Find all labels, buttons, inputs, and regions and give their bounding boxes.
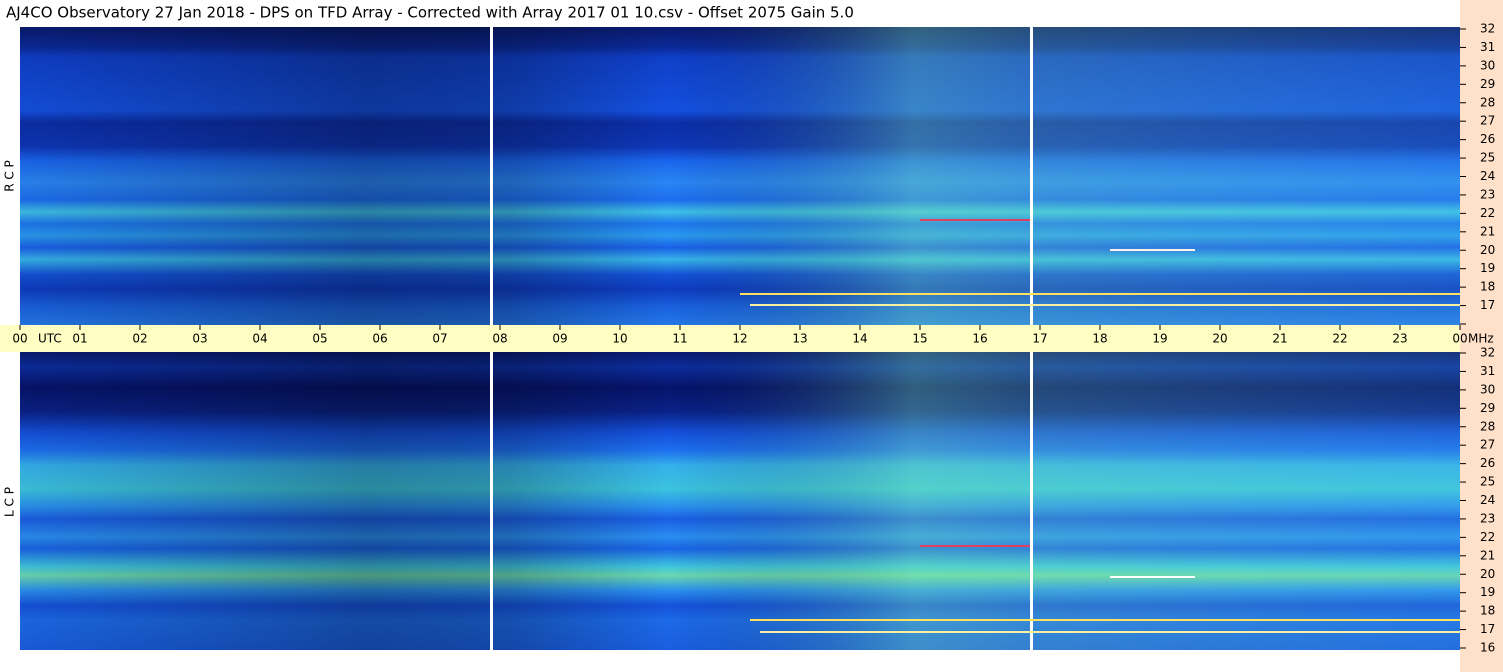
freq-label: 21: [1480, 548, 1495, 562]
time-label: 17: [1032, 332, 1047, 346]
gap: [490, 352, 493, 650]
freq-label: 22: [1480, 206, 1495, 220]
time-label: 12: [732, 332, 747, 346]
time-label: 03: [192, 332, 207, 346]
time-label: 15: [912, 332, 927, 346]
freq-label: 19: [1480, 585, 1495, 599]
freq-label: 31: [1480, 40, 1495, 54]
freq-label: 28: [1480, 95, 1495, 109]
time-label: 21: [1272, 332, 1287, 346]
freq-label: 25: [1480, 151, 1495, 165]
time-strip: [0, 325, 1460, 352]
freq-label: 27: [1480, 114, 1495, 128]
freq-label: 25: [1480, 475, 1495, 489]
freq-label: 21: [1480, 224, 1495, 238]
time-label: 20: [1212, 332, 1227, 346]
rcp-overlay: [20, 27, 1460, 325]
data-gaps: [490, 27, 1033, 650]
freq-label: 17: [1480, 298, 1495, 312]
time-label: 18: [1092, 332, 1107, 346]
time-label: 13: [792, 332, 807, 346]
freq-unit: MHz: [1468, 332, 1494, 346]
rcp-panel: [20, 27, 1460, 325]
freq-label: 32: [1480, 346, 1495, 360]
time-label: 05: [312, 332, 327, 346]
freq-label: 26: [1480, 132, 1495, 146]
time-label: 09: [552, 332, 567, 346]
freq-label: 19: [1480, 261, 1495, 275]
time-label: 10: [612, 332, 627, 346]
panel-label: R C P: [3, 160, 17, 192]
time-label: 02: [132, 332, 147, 346]
time-zone: UTC: [38, 332, 62, 346]
freq-label: 29: [1480, 77, 1495, 91]
freq-label: 27: [1480, 438, 1495, 452]
freq-label: 17: [1480, 622, 1495, 636]
title: AJ4CO Observatory 27 Jan 2018 - DPS on T…: [6, 4, 854, 22]
lcp-overlay: [20, 352, 1460, 650]
time-label: 08: [492, 332, 507, 346]
freq-label: 32: [1480, 22, 1495, 36]
freq-label: 31: [1480, 364, 1495, 378]
time-label: 00: [12, 332, 27, 346]
freq-label: 24: [1480, 169, 1495, 183]
time-label: 16: [972, 332, 987, 346]
gap: [1030, 27, 1033, 325]
time-label: 23: [1392, 332, 1407, 346]
gap: [1030, 352, 1033, 650]
time-label: 14: [852, 332, 867, 346]
freq-label: 20: [1480, 243, 1495, 257]
freq-label: 26: [1480, 456, 1495, 470]
lcp-panel: [20, 352, 1460, 650]
time-label: 01: [72, 332, 87, 346]
freq-label: 18: [1480, 604, 1495, 618]
time-label: 07: [432, 332, 447, 346]
freq-label: 23: [1480, 187, 1495, 201]
freq-label: 24: [1480, 493, 1495, 507]
freq-label: 20: [1480, 567, 1495, 581]
freq-label: 30: [1480, 382, 1495, 396]
freq-strip: [1460, 0, 1503, 672]
time-label: 19: [1152, 332, 1167, 346]
time-label: 04: [252, 332, 267, 346]
time-label: 11: [672, 332, 687, 346]
time-label: 00: [1452, 332, 1467, 346]
freq-label: 22: [1480, 530, 1495, 544]
bursts: [740, 219, 1460, 633]
freq-label: 30: [1480, 58, 1495, 72]
time-label: 22: [1332, 332, 1347, 346]
gap: [490, 27, 493, 325]
freq-label: 28: [1480, 419, 1495, 433]
freq-label: 29: [1480, 401, 1495, 415]
freq-label: 16: [1480, 641, 1495, 655]
freq-label: 23: [1480, 511, 1495, 525]
time-label: 06: [372, 332, 387, 346]
panel-label: L C P: [3, 487, 17, 517]
freq-label: 18: [1480, 280, 1495, 294]
